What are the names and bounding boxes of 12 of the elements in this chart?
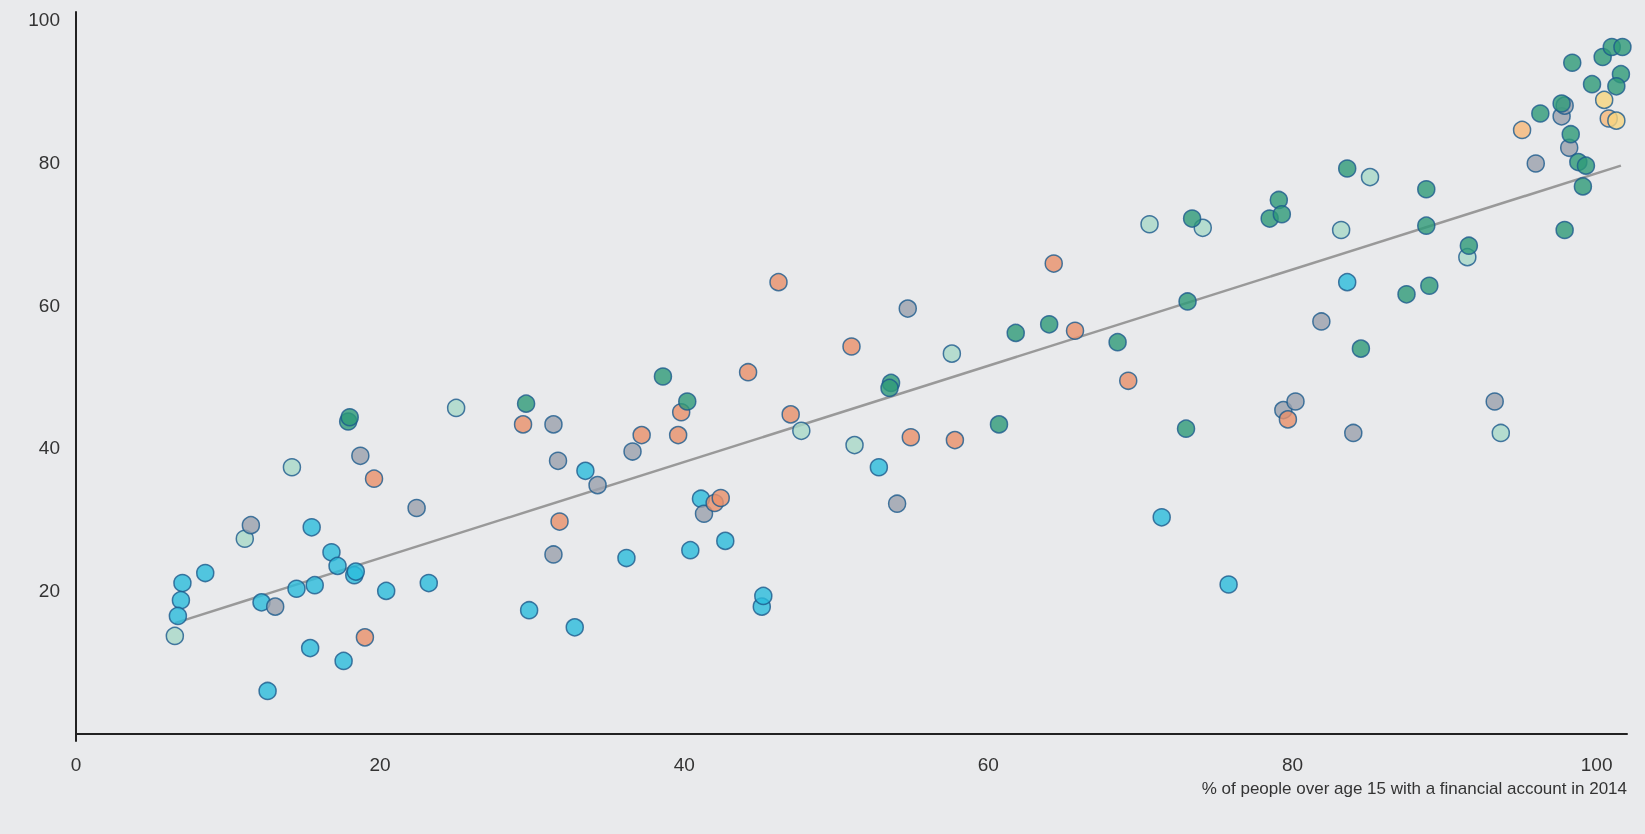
y-tick-label: 100 <box>28 8 60 30</box>
x-tick-label: 20 <box>369 754 391 775</box>
y-tick-label: 20 <box>38 580 60 602</box>
y-tick-label: 80 <box>38 151 60 173</box>
x-tick-label: 80 <box>1281 754 1304 775</box>
x-tick-label: 0 <box>70 754 82 775</box>
y-tick-label: 60 <box>38 294 60 316</box>
x-tick-label: 40 <box>673 754 695 775</box>
x-tick-label: 100 <box>1580 754 1613 775</box>
y-tick-label: 40 <box>38 437 60 459</box>
x-axis-title: % of people over age 15 with a financial account in 2014 <box>1201 778 1627 798</box>
x-tick-label: 60 <box>977 754 999 775</box>
